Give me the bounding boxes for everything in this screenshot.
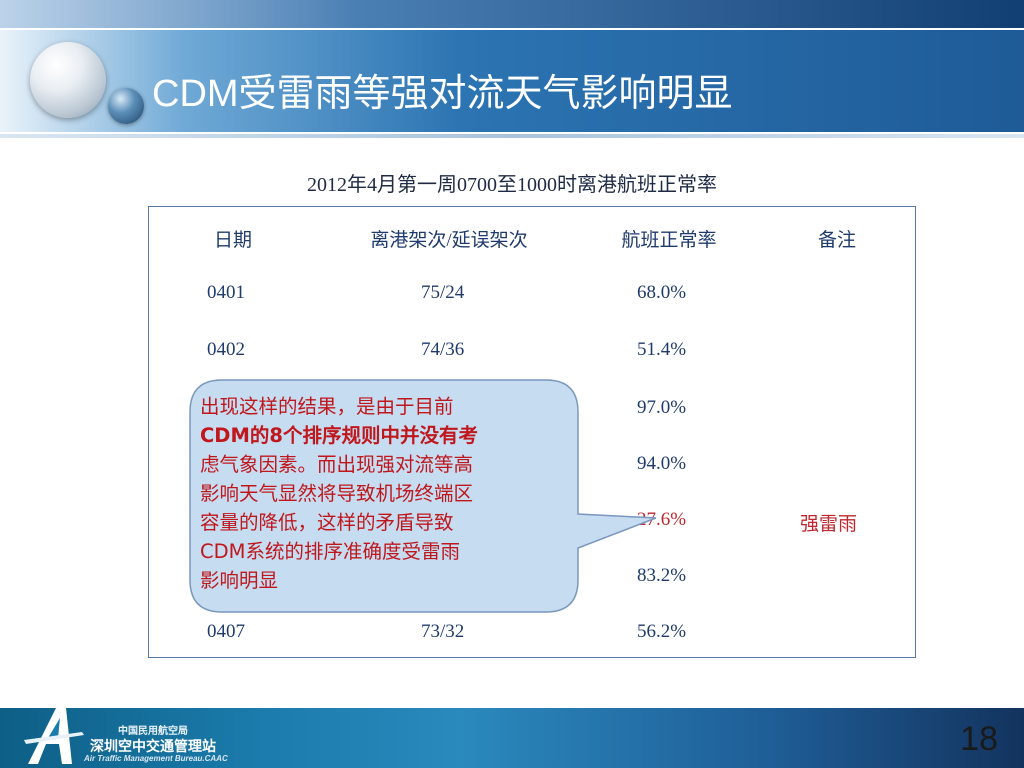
slide-header: CDM受雷雨等强对流天气影响明显 xyxy=(0,0,1024,140)
org-name: 深圳空中交通管理站 xyxy=(90,739,216,755)
row-6-rate: 83.2% xyxy=(637,565,687,586)
callout-line: 出现这样的结果，是由于目前 xyxy=(200,395,454,418)
callout-line: 影响天气显然将导致机场终端区 xyxy=(200,482,474,505)
slide-title: CDM受雷雨等强对流天气影响明显 xyxy=(152,73,733,115)
row-0407-rate: 56.2% xyxy=(637,621,687,642)
column-header-date: 日期 xyxy=(213,230,253,251)
org-name-small: 中国民用航空局 xyxy=(118,726,188,737)
decorative-small-sphere-icon xyxy=(108,88,144,124)
row-0402-flights: 74/36 xyxy=(421,339,465,360)
callout-line: CDM系统的排序准确度受雷雨 xyxy=(200,540,460,563)
row-0407-date: 0407 xyxy=(207,621,245,642)
header-title-band xyxy=(0,30,1024,132)
row-5-rate: 27.6% xyxy=(637,509,687,530)
callout-line: 虑气象因素。而出现强对流等高 xyxy=(200,453,474,476)
column-header-flights: 离港架次/延误架次 xyxy=(370,230,528,251)
row-0402-rate: 51.4% xyxy=(637,339,687,360)
row-0401-rate: 68.0% xyxy=(637,282,687,303)
callout-text: 出现这样的结果，是由于目前 CDM的8个排序规则中并没有考 虑气象因素。而出现强… xyxy=(200,392,572,595)
row-5-note: 强雷雨 xyxy=(800,514,858,535)
row-3-rate: 97.0% xyxy=(637,397,687,418)
caac-logo-icon xyxy=(24,708,84,764)
row-0407-flights: 73/32 xyxy=(421,621,465,642)
row-0401-date: 0401 xyxy=(207,282,245,303)
header-top-strip xyxy=(0,0,1024,28)
row-0402-date: 0402 xyxy=(207,339,245,360)
page-number: 18 xyxy=(960,720,998,758)
decorative-sphere-icon xyxy=(30,42,106,118)
header-divider xyxy=(0,134,1024,138)
slide-footer xyxy=(0,708,1024,768)
row-4-rate: 94.0% xyxy=(637,453,687,474)
callout-line: CDM的8个排序规则中并没有考 xyxy=(200,424,478,447)
callout-line: 影响明显 xyxy=(200,569,279,592)
table-caption: 2012年4月第一周0700至1000时离港航班正常率 xyxy=(307,174,717,196)
row-0401-flights: 75/24 xyxy=(421,282,465,303)
column-header-rate: 航班正常率 xyxy=(621,230,717,251)
org-name-english: Air Traffic Management Bureau.CAAC xyxy=(84,754,228,763)
callout-line: 容量的降低，这样的矛盾导致 xyxy=(200,511,454,534)
column-header-note: 备注 xyxy=(817,230,857,251)
